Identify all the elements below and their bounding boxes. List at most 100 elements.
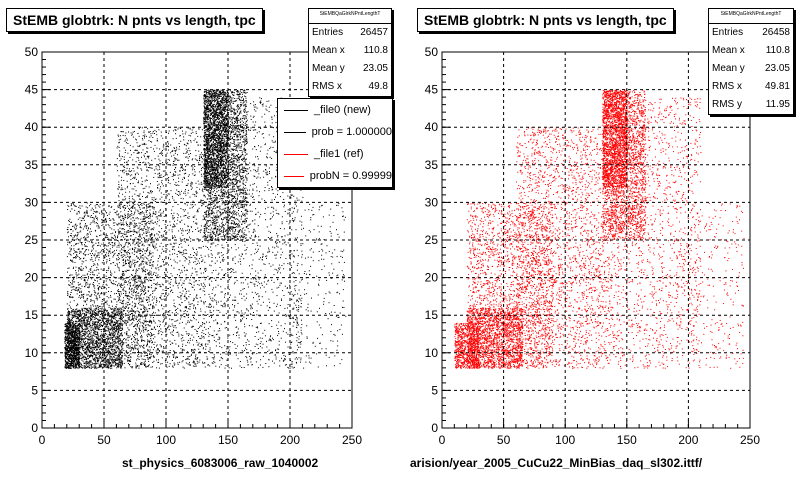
data-point xyxy=(91,338,93,340)
data-point xyxy=(90,330,92,332)
data-point xyxy=(117,321,119,323)
data-point xyxy=(79,311,81,313)
data-point xyxy=(113,225,115,226)
data-point xyxy=(146,355,148,356)
data-point xyxy=(94,341,96,343)
data-point xyxy=(79,318,81,320)
data-point xyxy=(67,349,69,351)
data-point xyxy=(116,363,118,365)
data-point xyxy=(80,321,82,323)
data-point xyxy=(76,251,78,253)
data-point xyxy=(67,329,69,331)
data-point xyxy=(97,334,99,336)
data-point xyxy=(86,299,88,301)
data-point xyxy=(117,337,119,339)
data-point xyxy=(82,318,84,320)
data-point xyxy=(106,326,108,328)
data-point xyxy=(100,364,102,366)
data-point xyxy=(124,319,126,321)
data-point xyxy=(96,360,98,361)
data-point xyxy=(102,347,104,349)
data-point xyxy=(108,331,110,333)
data-point xyxy=(104,309,106,311)
data-point xyxy=(147,240,149,242)
data-point xyxy=(139,235,141,237)
data-point xyxy=(68,224,70,226)
data-point xyxy=(78,363,80,365)
data-point xyxy=(66,229,68,230)
data-point xyxy=(67,322,69,324)
data-point xyxy=(84,335,85,337)
data-point xyxy=(159,286,161,288)
data-point xyxy=(145,228,147,230)
data-point xyxy=(117,205,119,207)
data-point xyxy=(115,312,117,314)
data-point xyxy=(105,325,107,327)
data-point xyxy=(95,292,97,294)
data-point xyxy=(140,282,142,284)
data-point xyxy=(91,326,93,328)
data-point xyxy=(88,349,89,350)
data-point xyxy=(131,344,133,346)
data-point xyxy=(82,345,84,347)
data-point xyxy=(73,349,75,351)
data-point xyxy=(191,207,193,209)
data-point xyxy=(89,331,91,333)
data-point xyxy=(81,310,83,311)
data-point xyxy=(148,217,150,219)
data-point xyxy=(113,307,115,309)
data-point xyxy=(81,263,83,265)
data-point xyxy=(121,335,123,337)
data-point xyxy=(123,272,125,274)
data-point xyxy=(146,313,148,315)
data-point xyxy=(79,366,81,368)
data-point xyxy=(137,315,139,317)
data-point xyxy=(70,312,72,314)
data-point xyxy=(128,307,130,309)
data-point xyxy=(75,339,77,341)
data-point xyxy=(112,311,114,313)
data-point xyxy=(129,215,130,217)
data-point xyxy=(185,145,187,147)
data-point xyxy=(119,327,121,329)
data-point xyxy=(75,228,77,230)
data-point xyxy=(95,321,97,323)
data-point xyxy=(91,340,93,341)
data-point xyxy=(89,356,91,358)
data-point xyxy=(77,349,79,351)
data-point xyxy=(101,341,103,342)
data-point xyxy=(127,214,129,216)
data-point xyxy=(101,225,103,227)
data-point xyxy=(113,209,115,211)
data-point xyxy=(129,223,131,225)
data-point xyxy=(69,332,71,334)
data-point xyxy=(96,255,98,257)
data-point xyxy=(142,216,144,218)
data-point xyxy=(76,305,77,307)
data-point xyxy=(137,249,139,251)
data-point xyxy=(114,235,116,237)
data-point xyxy=(79,225,81,227)
data-point xyxy=(90,318,92,320)
data-point xyxy=(123,290,125,292)
data-point xyxy=(111,327,112,329)
data-point xyxy=(94,313,96,315)
data-point xyxy=(130,207,132,209)
data-point xyxy=(211,243,213,245)
data-point xyxy=(131,263,133,265)
data-point xyxy=(203,314,205,316)
data-point xyxy=(118,329,120,331)
data-point xyxy=(76,349,78,351)
data-point xyxy=(99,363,101,365)
data-point xyxy=(91,259,93,261)
data-point xyxy=(141,364,143,366)
data-point xyxy=(126,223,127,225)
data-point xyxy=(160,212,162,214)
data-point xyxy=(175,150,176,152)
data-point xyxy=(119,340,120,342)
data-point xyxy=(122,339,124,340)
data-point xyxy=(173,329,174,331)
data-point xyxy=(135,270,137,272)
data-point xyxy=(86,360,88,362)
data-point xyxy=(127,327,129,329)
